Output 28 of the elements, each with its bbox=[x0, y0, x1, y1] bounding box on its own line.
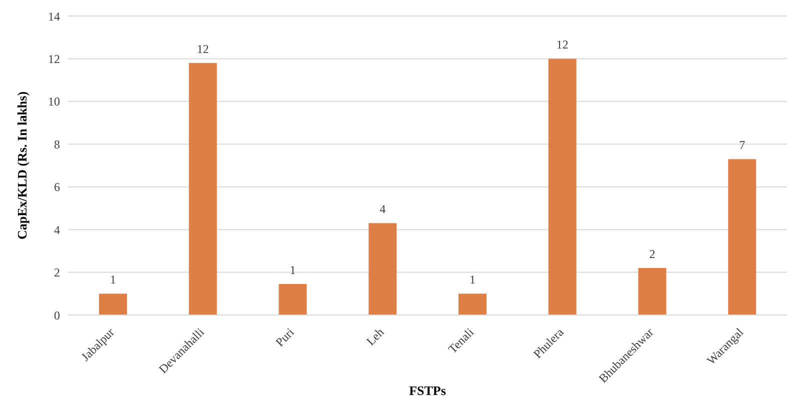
y-tick-label: 12 bbox=[48, 52, 60, 66]
y-tick-label: 0 bbox=[54, 308, 60, 322]
y-tick-label: 8 bbox=[54, 137, 60, 152]
bar bbox=[188, 62, 217, 315]
y-tick-label: 14 bbox=[48, 9, 60, 24]
bar bbox=[458, 294, 486, 315]
x-tick-label: Puri bbox=[272, 324, 298, 350]
data-label: 1 bbox=[290, 263, 296, 278]
data-label: 1 bbox=[110, 272, 116, 287]
y-tick-label: 6 bbox=[54, 180, 60, 194]
bar bbox=[548, 58, 576, 315]
bar bbox=[728, 159, 756, 315]
bar bbox=[638, 268, 666, 315]
y-tick-label: 4 bbox=[54, 222, 60, 237]
y-tick-label: 10 bbox=[48, 94, 60, 109]
data-label: 2 bbox=[649, 247, 656, 262]
bar bbox=[368, 223, 397, 315]
data-label: 12 bbox=[556, 38, 568, 52]
data-label: 1 bbox=[470, 272, 476, 287]
x-axis-title: FSTPs bbox=[409, 383, 446, 398]
x-tick-label: Leh bbox=[364, 325, 387, 348]
y-axis-title: CapEx/KLD (Rs. In lakhs) bbox=[14, 91, 30, 240]
data-label: 7 bbox=[739, 138, 746, 152]
data-label: 12 bbox=[196, 42, 209, 56]
y-tick-label: 2 bbox=[54, 266, 60, 280]
bar bbox=[278, 284, 307, 315]
data-label: 4 bbox=[380, 202, 386, 216]
bar bbox=[99, 294, 127, 315]
